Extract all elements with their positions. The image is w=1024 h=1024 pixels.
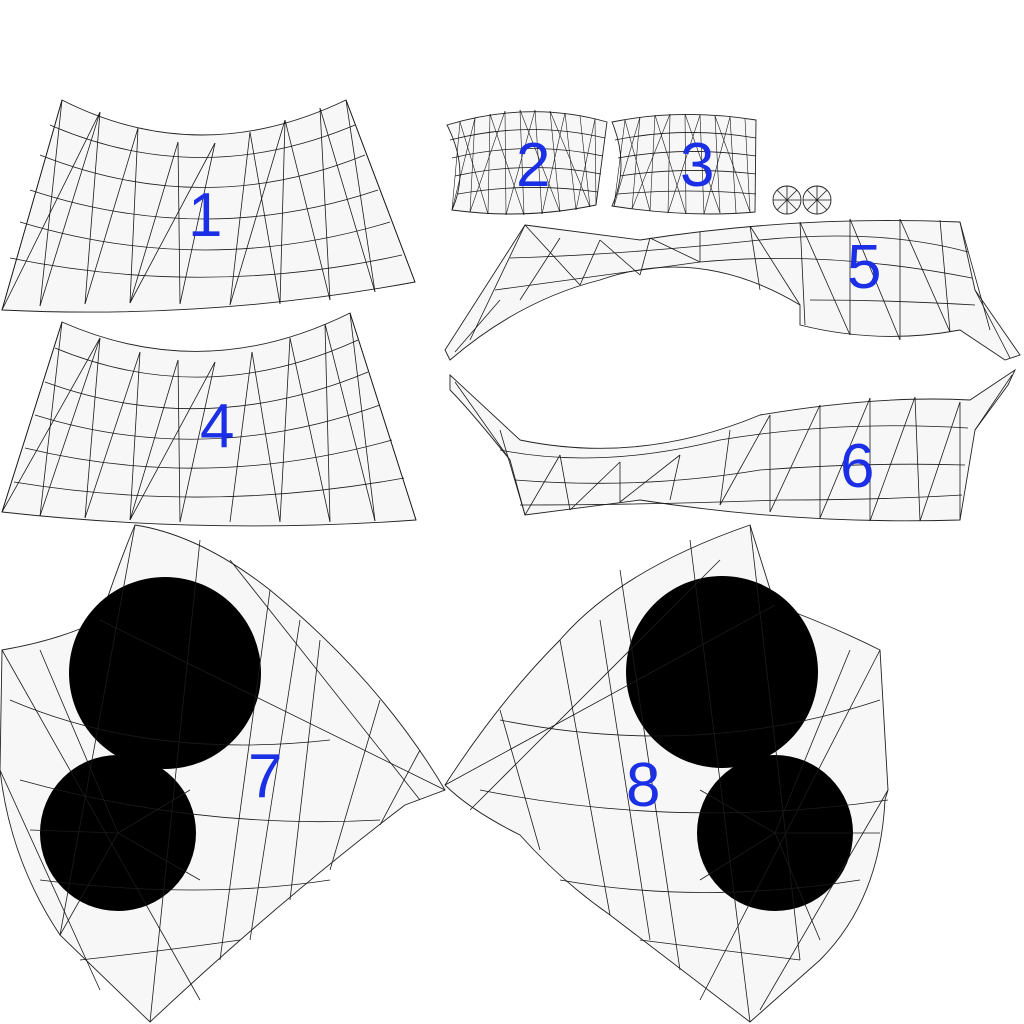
uv-island-8: 8 (444, 524, 889, 1023)
island-1-label: 1 (188, 181, 222, 250)
island-8-label: 8 (626, 751, 660, 820)
island-3-wireframe (613, 113, 757, 215)
uv-island-4: 4 (1, 312, 417, 527)
uv-small-fan-left (772, 185, 802, 215)
island-5-label: 5 (847, 233, 881, 302)
uv-island-1: 1 (1, 99, 416, 313)
island-6-wireframe (454, 374, 1013, 522)
island-7-wireframe (0, 524, 446, 1023)
island-6-label: 6 (840, 432, 874, 501)
island-2-label: 2 (516, 131, 550, 200)
island-2-wireframe (449, 109, 606, 216)
island-4-wireframe (1, 312, 417, 523)
uv-island-7: 7 (0, 524, 446, 1023)
uv-island-6: 6 (449, 368, 1017, 522)
island-5-wireframe (454, 218, 1011, 359)
island-4-label: 4 (200, 392, 234, 461)
island-1-wireframe (1, 99, 416, 311)
island-8-wireframe (444, 524, 889, 1023)
uv-island-2: 2 (446, 109, 608, 216)
uv-island-5: 5 (444, 218, 1021, 361)
uv-small-fan-right (802, 185, 832, 215)
uv-island-3: 3 (611, 113, 757, 215)
island-7-label: 7 (248, 742, 282, 811)
island-3-label: 3 (680, 131, 714, 200)
